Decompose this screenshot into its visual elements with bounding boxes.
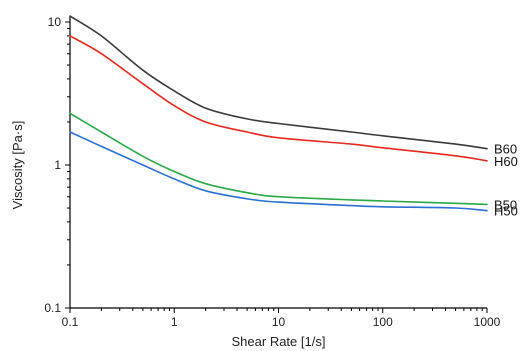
y-tick-label: 1	[54, 158, 61, 172]
series-label-h60: H60	[494, 154, 518, 169]
x-tick-label: 1000	[474, 315, 501, 329]
series-group	[69, 15, 488, 212]
series-label-b60: B60	[494, 142, 517, 157]
series-line-b60	[69, 15, 488, 150]
x-tick-label: 100	[373, 315, 393, 329]
x-tick-label: 0.1	[62, 315, 79, 329]
y-tick-label: 10	[48, 15, 62, 29]
y-tick-label: 0.1	[44, 301, 61, 315]
series-line-h50	[69, 131, 488, 212]
x-axis-title: Shear Rate [1/s]	[232, 334, 326, 349]
series-line-h60	[69, 35, 488, 162]
ticks: 0.1 1 10 100 1000 0.1 1 10	[44, 15, 500, 329]
axes	[69, 16, 487, 309]
series-label-b50: B50	[494, 197, 517, 212]
x-tick-label: 1	[171, 315, 178, 329]
x-tick-label: 10	[272, 315, 286, 329]
series-label-h50: H50	[494, 204, 518, 219]
y-axis-title: Viscosity [Pa·s]	[10, 121, 25, 210]
series-line-b50	[69, 112, 488, 206]
